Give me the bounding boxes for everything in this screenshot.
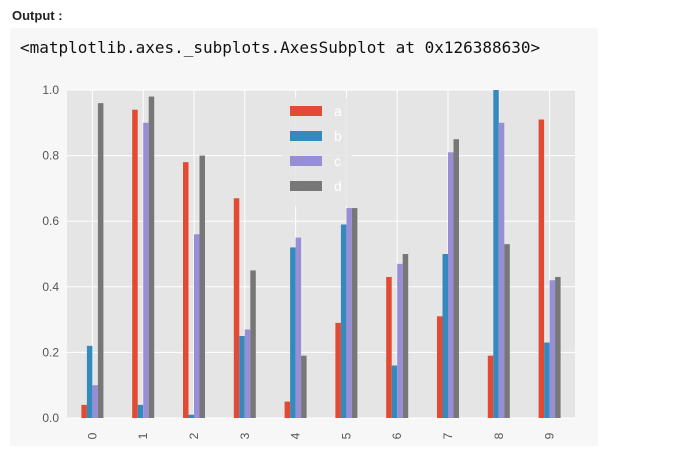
bar-c (498, 122, 505, 419)
output-label: Output : (12, 8, 63, 23)
bar-b (188, 414, 194, 418)
bar-c (346, 208, 352, 418)
x-tick-label: 6 (390, 432, 404, 439)
bar-c (448, 152, 454, 418)
bar-d (351, 208, 358, 418)
y-tick-label: 0.2 (42, 345, 59, 359)
legend-label-b: b (334, 128, 342, 144)
bar-b (391, 365, 398, 418)
x-tick-label: 8 (492, 432, 506, 439)
x-tick-label: 3 (238, 432, 252, 439)
x-tick-label: 2 (187, 432, 201, 439)
bar-b (493, 90, 499, 418)
y-tick-label: 1.0 (42, 83, 59, 97)
legend-label-a: a (334, 103, 342, 119)
bar-c (295, 237, 302, 418)
x-tick-label: 0 (85, 432, 99, 439)
x-tick-label: 4 (289, 432, 303, 439)
bar-a (437, 316, 443, 418)
bar-b (340, 224, 347, 418)
bar-d (555, 276, 561, 418)
legend-label-d: d (334, 178, 342, 194)
bar-d (148, 96, 155, 418)
bar-d (97, 103, 104, 418)
y-tick-label: 0.4 (42, 280, 59, 294)
bar-b (239, 336, 245, 418)
output-repr-text: <matplotlib.axes._subplots.AxesSubplot a… (20, 38, 541, 57)
bar-c (549, 280, 556, 418)
bar-b (290, 247, 296, 418)
bar-d (250, 270, 256, 418)
bar-b (442, 254, 448, 418)
legend-label-c: c (334, 153, 341, 169)
legend-swatch-d (290, 181, 322, 191)
bar-c (397, 263, 403, 418)
bar-c (194, 234, 200, 418)
bar-a (183, 162, 189, 418)
bar-a (538, 119, 545, 418)
bar-c (92, 385, 98, 418)
bar-d (453, 139, 459, 418)
bar-b (137, 404, 144, 418)
bar-a (81, 404, 87, 418)
y-tick-label: 0.8 (42, 149, 59, 163)
legend-swatch-a (290, 106, 322, 116)
legend-swatch-c (290, 156, 322, 166)
bar-b (86, 345, 93, 418)
bar-b (544, 342, 550, 418)
y-tick-label: 0.6 (42, 214, 59, 228)
bar-d (402, 254, 409, 418)
bar-a (335, 322, 341, 418)
bar-a (284, 401, 291, 418)
legend-swatch-b (290, 131, 322, 141)
bar-a (386, 276, 392, 418)
bar-c (143, 122, 149, 419)
bar-c (244, 329, 251, 418)
bar-a (233, 198, 240, 418)
bar-a (132, 109, 138, 419)
x-tick-label: 7 (441, 432, 455, 439)
bar-d (504, 244, 510, 418)
bar-d (199, 155, 205, 418)
x-tick-label: 5 (339, 432, 353, 439)
bar-a (487, 355, 494, 418)
x-tick-label: 9 (543, 432, 557, 439)
bar-d (301, 355, 307, 418)
x-tick-label: 1 (136, 432, 150, 439)
y-tick-label: 0.0 (42, 411, 59, 425)
